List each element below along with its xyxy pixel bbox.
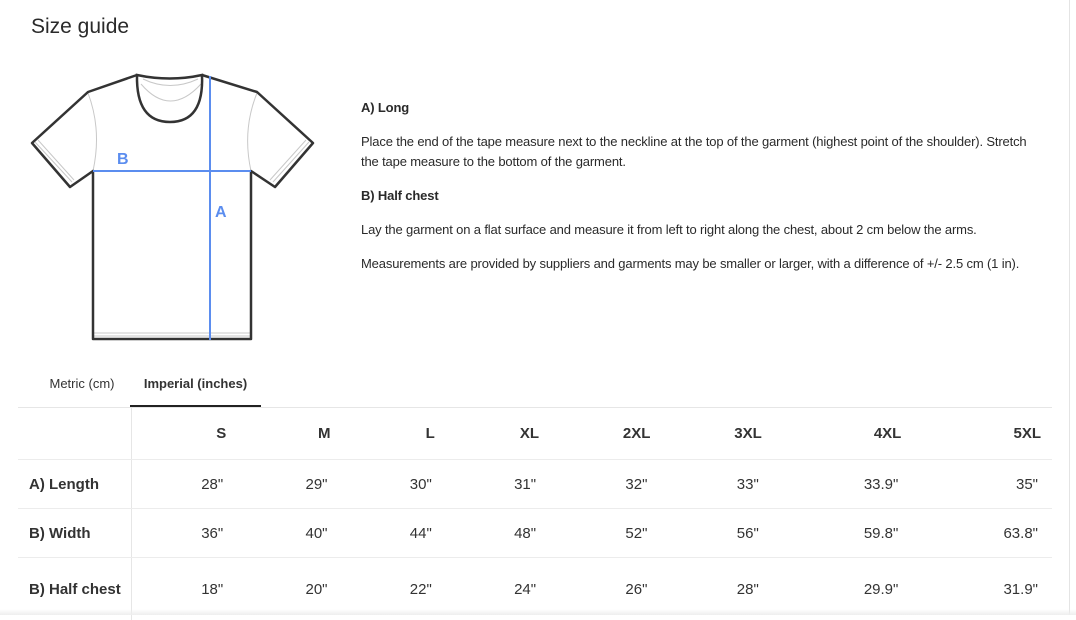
row-label: A) Length bbox=[18, 460, 132, 509]
table-cell: 33" bbox=[661, 460, 772, 509]
table-cell: 28" bbox=[132, 460, 238, 509]
table-cell: 44" bbox=[342, 509, 446, 558]
half-chest-instructions: Lay the garment on a flat surface and me… bbox=[361, 220, 1041, 240]
table-cell: 40" bbox=[237, 509, 341, 558]
tab-imperial[interactable]: Imperial (inches) bbox=[130, 366, 261, 407]
size-header: S bbox=[132, 408, 238, 460]
measurement-note: Measurements are provided by suppliers a… bbox=[361, 254, 1041, 274]
table-cell: 56" bbox=[661, 509, 772, 558]
length-heading: A) Long bbox=[361, 98, 1041, 118]
row-label: B) Width bbox=[18, 509, 132, 558]
label-a: A bbox=[215, 204, 227, 221]
table-cell: 35" bbox=[912, 460, 1052, 509]
tshirt-measurement-diagram: B A bbox=[0, 0, 330, 350]
table-cell: 31" bbox=[446, 460, 550, 509]
corner-cell bbox=[18, 408, 132, 460]
length-instructions: Place the end of the tape measure next t… bbox=[361, 132, 1041, 172]
size-header: M bbox=[237, 408, 341, 460]
size-header: 4XL bbox=[773, 408, 913, 460]
half-chest-heading: B) Half chest bbox=[361, 186, 1041, 206]
size-header: 5XL bbox=[912, 408, 1052, 460]
table-cell: 59.8" bbox=[773, 509, 913, 558]
size-header: XL bbox=[446, 408, 550, 460]
unit-tabs: Metric (cm) Imperial (inches) bbox=[18, 366, 1052, 408]
table-cell: 52" bbox=[550, 509, 661, 558]
table-cell: 36" bbox=[132, 509, 238, 558]
measurement-instructions: A) Long Place the end of the tape measur… bbox=[361, 98, 1041, 288]
table-cell: 63.8" bbox=[912, 509, 1052, 558]
table-cell: 29" bbox=[237, 460, 341, 509]
size-header: 3XL bbox=[661, 408, 772, 460]
scroll-fade bbox=[0, 609, 1076, 615]
tab-metric[interactable]: Metric (cm) bbox=[32, 366, 132, 406]
table-cell: 32" bbox=[550, 460, 661, 509]
size-header-row: S M L XL 2XL 3XL 4XL 5XL bbox=[18, 408, 1052, 460]
table-cell: 48" bbox=[446, 509, 550, 558]
table-cell: 33.9" bbox=[773, 460, 913, 509]
size-header: 2XL bbox=[550, 408, 661, 460]
label-b: B bbox=[117, 151, 129, 168]
table-cell: 30" bbox=[342, 460, 446, 509]
size-header: L bbox=[342, 408, 446, 460]
size-table: S M L XL 2XL 3XL 4XL 5XL A) Length 28" 2… bbox=[18, 408, 1052, 620]
table-row: A) Length 28" 29" 30" 31" 32" 33" 33.9" … bbox=[18, 460, 1052, 509]
table-row: B) Width 36" 40" 44" 48" 52" 56" 59.8" 6… bbox=[18, 509, 1052, 558]
